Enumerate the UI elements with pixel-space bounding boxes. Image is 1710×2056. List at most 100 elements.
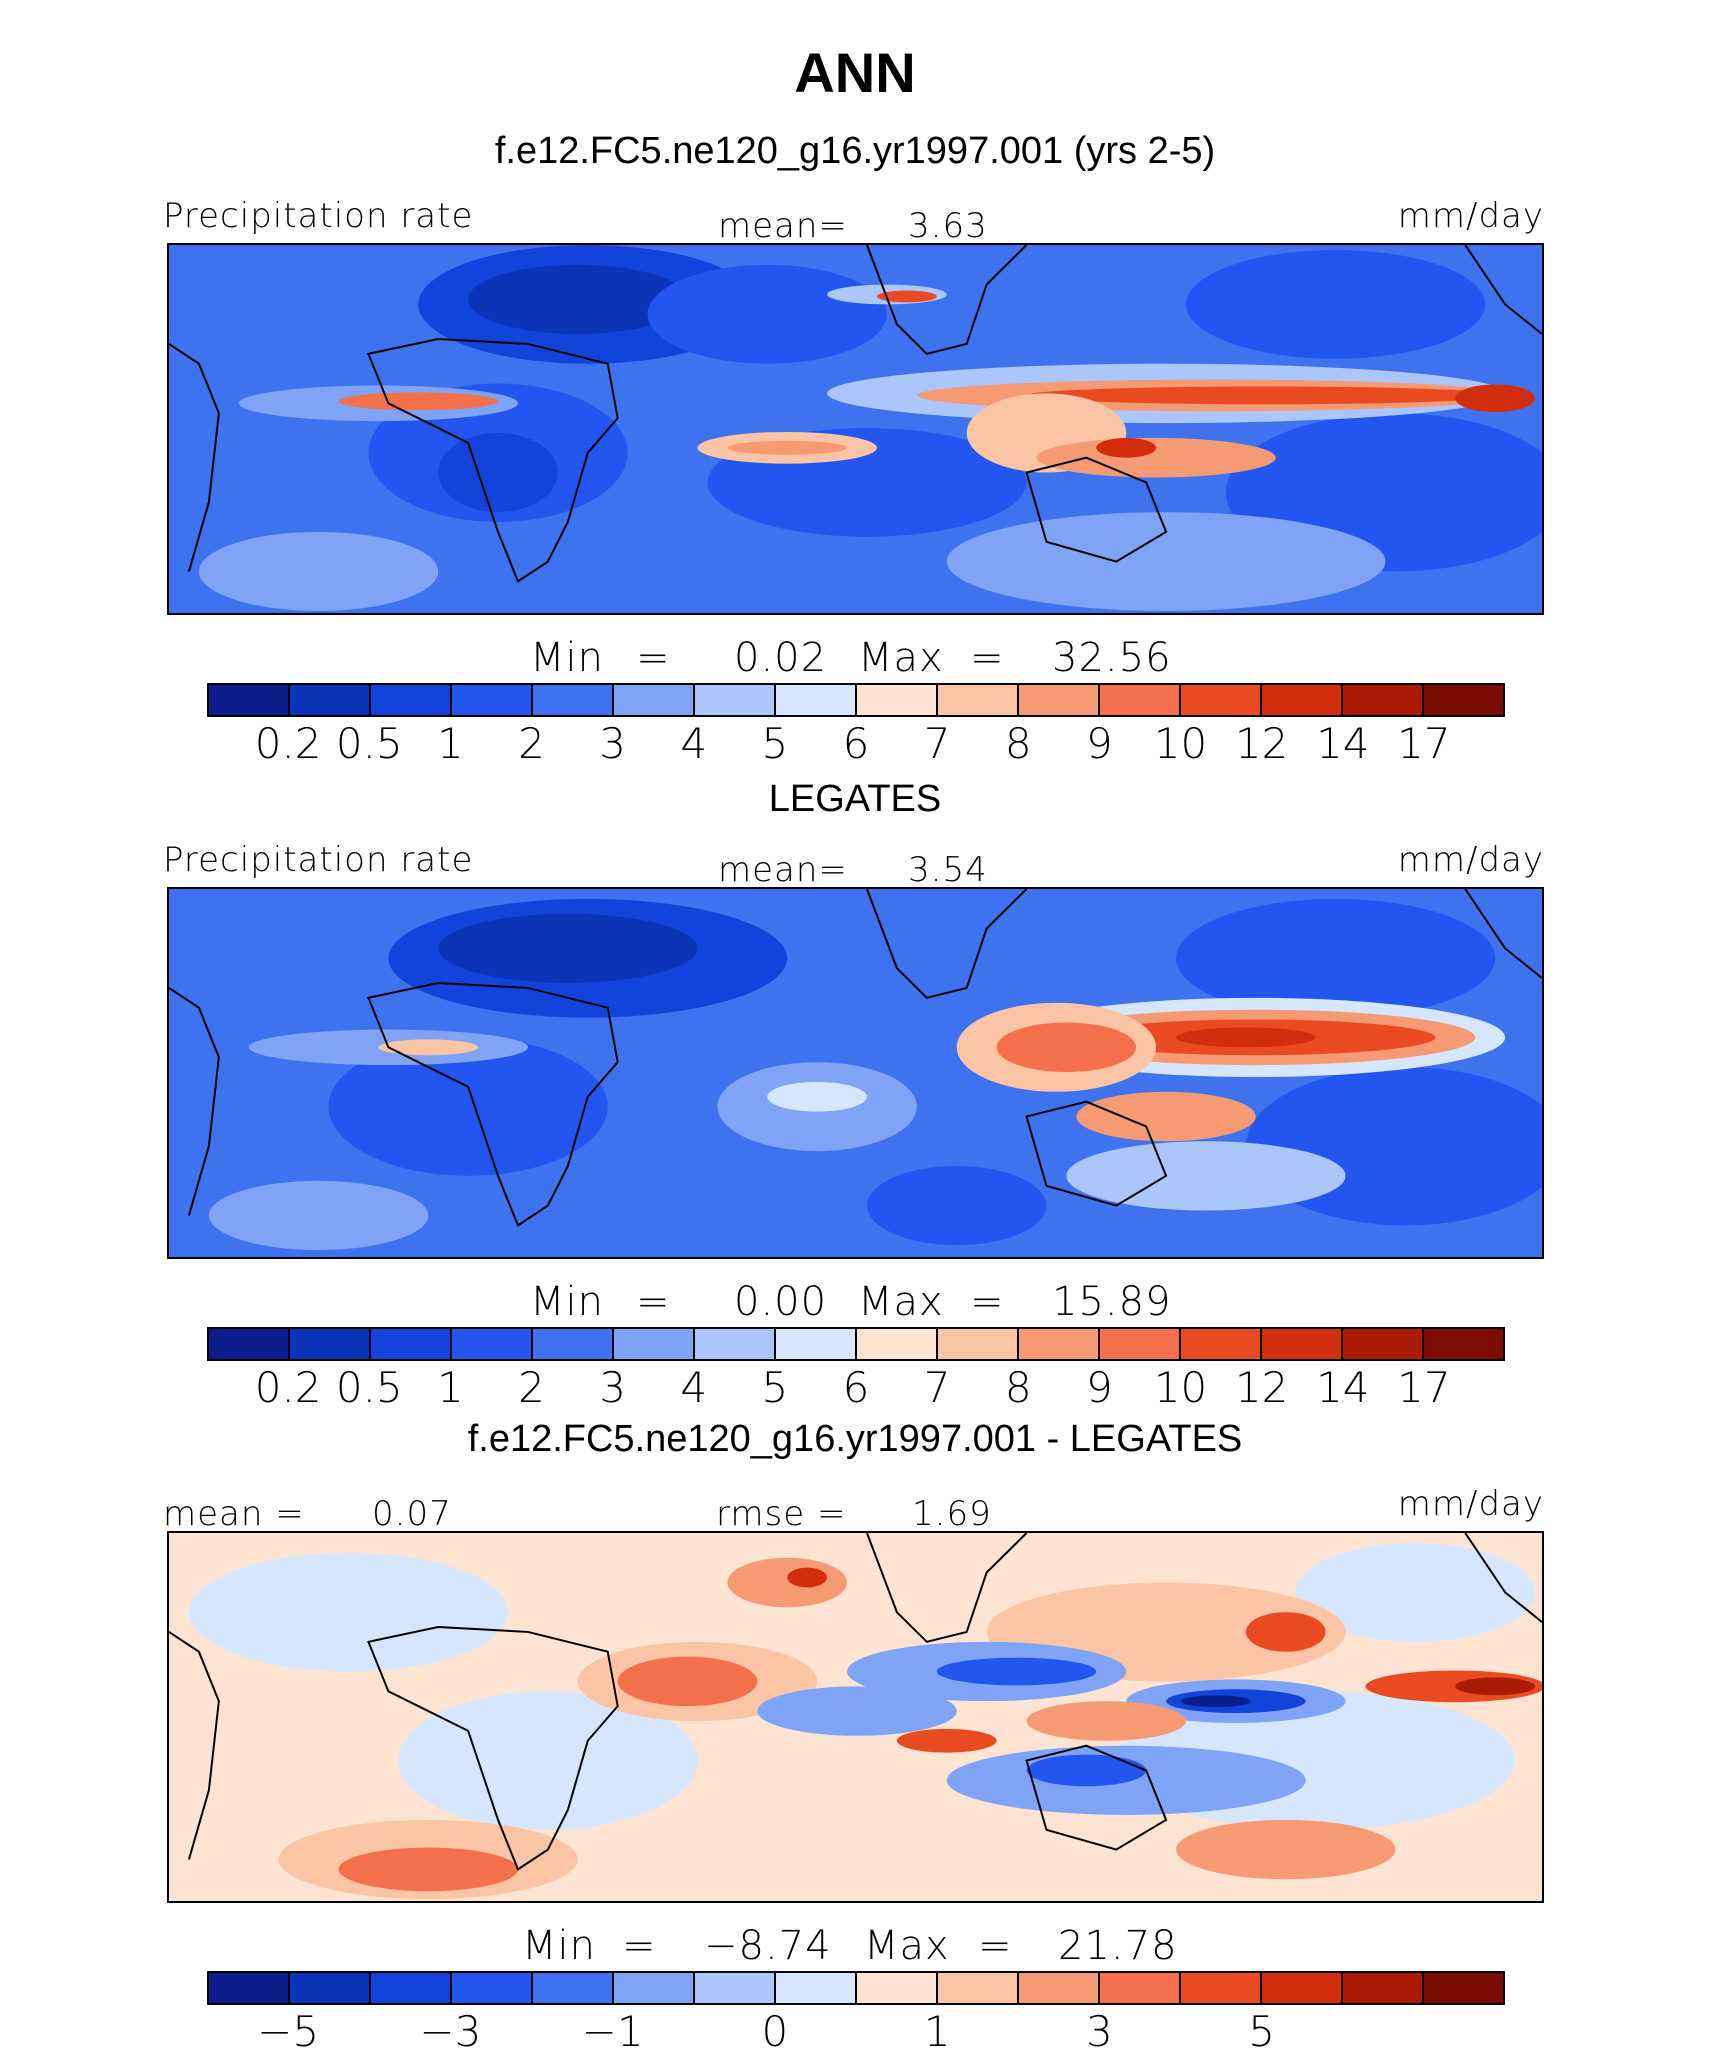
colorbar-tick-label: 17 bbox=[1397, 719, 1451, 768]
panel-1-map bbox=[167, 243, 1544, 615]
panel-1-max-label: Max bbox=[858, 635, 944, 681]
colorbar-tick-label: 14 bbox=[1316, 719, 1370, 768]
panel-3-mean-value: 0.07 bbox=[372, 1494, 452, 1534]
panel-2-max-label: Max bbox=[858, 1279, 944, 1325]
panel-1-variable-label: Precipitation rate bbox=[163, 196, 474, 236]
colorbar-swatch bbox=[614, 1973, 695, 2003]
colorbar-swatch bbox=[938, 1329, 1019, 1359]
colorbar-swatch bbox=[857, 685, 938, 715]
panel-3-min-value: −8.74 bbox=[704, 1923, 832, 1969]
colorbar-swatch bbox=[1343, 1329, 1424, 1359]
panel-2-mean-label: mean= bbox=[718, 850, 848, 890]
colorbar-swatch bbox=[1181, 1973, 1262, 2003]
panel-1-mean-label: mean= bbox=[718, 206, 848, 246]
colorbar-swatch bbox=[857, 1329, 938, 1359]
colorbar-swatch bbox=[371, 1329, 452, 1359]
panel-1-title: f.e12.FC5.ne120_g16.yr1997.001 (yrs 2-5) bbox=[494, 130, 1216, 172]
colorbar-tick-label: 0.5 bbox=[335, 1363, 403, 1412]
colorbar-tick-label: 5 bbox=[761, 1363, 789, 1412]
colorbar-swatch bbox=[776, 1329, 857, 1359]
colorbar-swatch bbox=[209, 685, 290, 715]
panel-2-max-value: 15.89 bbox=[1052, 1279, 1172, 1325]
colorbar-swatch bbox=[695, 1973, 776, 2003]
colorbar-swatch bbox=[290, 685, 371, 715]
colorbar-tick-label: 6 bbox=[842, 719, 870, 768]
colorbar-swatch bbox=[1262, 1973, 1343, 2003]
colorbar-swatch bbox=[614, 685, 695, 715]
panel-3-title: f.e12.FC5.ne120_g16.yr1997.001 - LEGATES bbox=[467, 1418, 1243, 1460]
colorbar-swatch bbox=[938, 1973, 1019, 2003]
panel-2-variable-label: Precipitation rate bbox=[163, 840, 474, 880]
colorbar-tick-label: 3 bbox=[599, 719, 626, 768]
colorbar-tick-label: 10 bbox=[1153, 1363, 1208, 1412]
colorbar-tick-label: 0.5 bbox=[335, 719, 403, 768]
colorbar-tick-label: 6 bbox=[842, 1363, 870, 1412]
colorbar-swatch bbox=[452, 685, 533, 715]
colorbar-swatch bbox=[1262, 685, 1343, 715]
panel-3-map bbox=[167, 1531, 1544, 1903]
colorbar-swatch bbox=[1100, 685, 1181, 715]
colorbar-tick-label: 2 bbox=[518, 719, 545, 768]
panel-2-min-value: 0.00 bbox=[734, 1279, 828, 1325]
colorbar-tick-label: 1 bbox=[923, 2007, 951, 2056]
panel-3-rmse-value: 1.69 bbox=[912, 1494, 992, 1534]
colorbar-tick-label: 9 bbox=[1086, 1363, 1113, 1412]
colorbar-swatch bbox=[290, 1329, 371, 1359]
colorbar-swatch bbox=[776, 1973, 857, 2003]
colorbar-swatch bbox=[1262, 1329, 1343, 1359]
colorbar-tick-label: 7 bbox=[923, 1363, 951, 1412]
colorbar-swatch bbox=[857, 1973, 938, 2003]
colorbar-swatch bbox=[533, 685, 614, 715]
colorbar-swatch bbox=[452, 1973, 533, 2003]
colorbar-swatch bbox=[1343, 1973, 1424, 2003]
figure-title: ANN bbox=[794, 41, 916, 104]
colorbar-tick-label: 10 bbox=[1153, 719, 1208, 768]
colorbar-tick-label: 4 bbox=[680, 719, 708, 768]
colorbar-swatch bbox=[1424, 1973, 1503, 2003]
colorbar-swatch bbox=[1019, 685, 1100, 715]
panel-2-min-label: Min bbox=[530, 1279, 604, 1325]
colorbar-swatch bbox=[452, 1329, 533, 1359]
colorbar-tick-label: 3 bbox=[1086, 2007, 1113, 2056]
colorbar-swatch bbox=[371, 1973, 452, 2003]
panel-2-units: mm/day bbox=[1397, 840, 1544, 880]
colorbar-tick-label: 8 bbox=[1004, 1363, 1032, 1412]
colorbar-swatch bbox=[209, 1329, 290, 1359]
colorbar-tick-label: 3 bbox=[599, 1363, 626, 1412]
panel-3-max-value: 21.78 bbox=[1058, 1923, 1178, 1969]
colorbar-swatch bbox=[1181, 685, 1262, 715]
panel-3-mean-label: mean = bbox=[163, 1494, 305, 1534]
colorbar-tick-label: 12 bbox=[1234, 719, 1289, 768]
panel-3-max-label: Max bbox=[864, 1923, 950, 1969]
colorbar-swatch bbox=[1019, 1973, 1100, 2003]
colorbar-tick-label: 8 bbox=[1004, 719, 1032, 768]
colorbar-tick-label: 0 bbox=[761, 2007, 789, 2056]
colorbar-swatch bbox=[290, 1973, 371, 2003]
colorbar-swatch bbox=[695, 685, 776, 715]
panel-1-max-value: 32.56 bbox=[1052, 635, 1172, 681]
panel-2-colorbar bbox=[207, 1327, 1505, 1361]
panel-3-colorbar bbox=[207, 1971, 1505, 2005]
panel-2-title: LEGATES bbox=[768, 778, 942, 820]
colorbar-swatch bbox=[776, 685, 857, 715]
panel-1-mean-value: 3.63 bbox=[908, 206, 988, 246]
panel-3-rmse-label: rmse = bbox=[716, 1494, 847, 1534]
colorbar-tick-label: 4 bbox=[680, 1363, 708, 1412]
panel-1-min-value: 0.02 bbox=[734, 635, 828, 681]
colorbar-swatch bbox=[533, 1973, 614, 2003]
colorbar-swatch bbox=[1424, 685, 1503, 715]
colorbar-tick-label: −3 bbox=[419, 2007, 482, 2056]
colorbar-swatch bbox=[614, 1329, 695, 1359]
colorbar-tick-label: 12 bbox=[1234, 1363, 1289, 1412]
colorbar-swatch bbox=[209, 1973, 290, 2003]
colorbar-tick-label: 17 bbox=[1397, 1363, 1451, 1412]
colorbar-tick-label: 5 bbox=[1248, 2007, 1275, 2056]
colorbar-swatch bbox=[371, 685, 452, 715]
panel-3-min-label: Min bbox=[522, 1923, 596, 1969]
colorbar-swatch bbox=[533, 1329, 614, 1359]
colorbar-tick-label: −5 bbox=[257, 2007, 320, 2056]
colorbar-tick-label: 1 bbox=[437, 1363, 464, 1412]
panel-2-mean-value: 3.54 bbox=[908, 850, 988, 890]
colorbar-tick-label: 5 bbox=[761, 719, 789, 768]
colorbar-swatch bbox=[938, 685, 1019, 715]
